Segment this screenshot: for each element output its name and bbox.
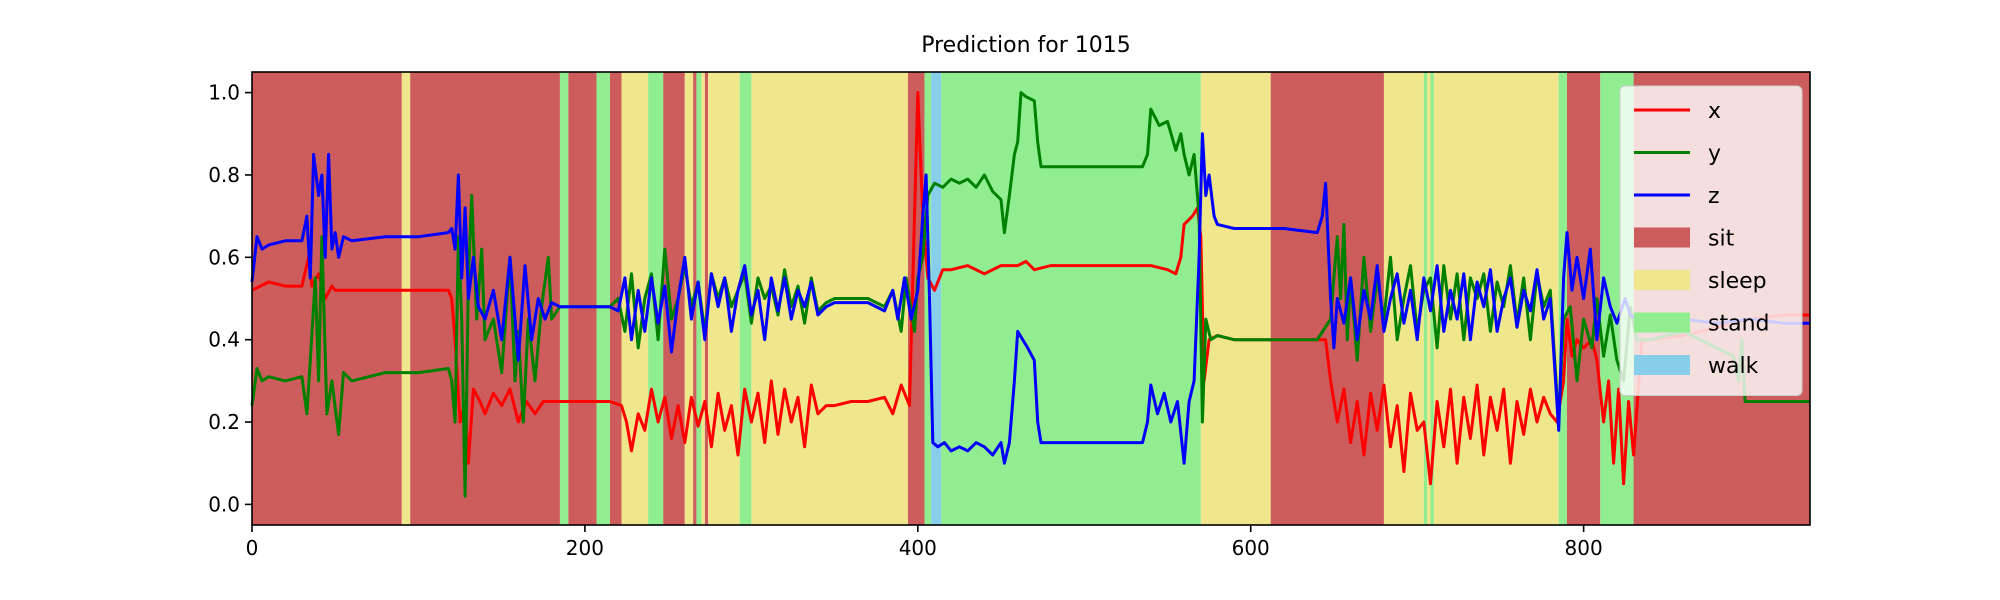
y-tick-label: 1.0: [208, 81, 240, 105]
legend-swatch-sleep: [1634, 270, 1690, 290]
band-sit-2: [568, 72, 597, 525]
series-lines: [250, 91, 1810, 498]
legend-label-walk: walk: [1708, 354, 1759, 379]
band-stand-22: [739, 72, 752, 525]
band-sleep-11: [701, 72, 705, 525]
x-axis-ticks: 0 200 400 600 800: [246, 525, 1603, 560]
band-stand-24: [941, 72, 1201, 525]
plot-frame: [251, 71, 1811, 526]
band-sleep-8: [401, 72, 411, 525]
band-sit-3: [609, 72, 622, 525]
x-tick-label: 400: [899, 536, 937, 560]
band-walk-28: [931, 72, 942, 525]
y-tick-label: 0.8: [208, 163, 240, 187]
band-stand-25: [1423, 72, 1428, 525]
x-tick-label: 600: [1232, 536, 1270, 560]
legend-swatch-walk: [1634, 355, 1690, 375]
band-stand-23: [924, 72, 932, 525]
y-axis-ticks: 0.0 0.2 0.4 0.6 0.8 1.0: [208, 81, 252, 516]
band-sit-6: [704, 72, 709, 525]
legend-label-z: z: [1708, 184, 1720, 209]
band-stand-18: [559, 72, 569, 525]
legend-label-x: x: [1708, 99, 1721, 124]
legend: xyz sit sleep stand walk: [1619, 85, 1803, 396]
x-tick-label: 0: [246, 536, 259, 560]
x-tick-label: 200: [566, 536, 604, 560]
band-stand-19: [596, 72, 610, 525]
x-tick-label: 800: [1565, 536, 1603, 560]
y-tick-label: 0.2: [208, 410, 240, 434]
y-tick-label: 0.0: [208, 492, 240, 516]
band-sit-1: [410, 72, 560, 525]
band-sleep-14: [1200, 72, 1271, 525]
y-tick-label: 0.4: [208, 328, 240, 352]
legend-label-sit: sit: [1708, 227, 1735, 252]
band-sleep-13: [751, 72, 908, 525]
legend-label-y: y: [1708, 142, 1721, 167]
series-line-z: [250, 132, 1810, 465]
legend-swatch-stand: [1634, 312, 1690, 333]
legend-label-sleep: sleep: [1708, 269, 1767, 294]
y-tick-label: 0.6: [208, 245, 240, 269]
chart-title: Prediction for 1015: [921, 33, 1131, 58]
legend-label-stand: stand: [1708, 312, 1769, 337]
legend-swatch-sit: [1634, 227, 1690, 248]
activity-bands: [252, 72, 1810, 525]
